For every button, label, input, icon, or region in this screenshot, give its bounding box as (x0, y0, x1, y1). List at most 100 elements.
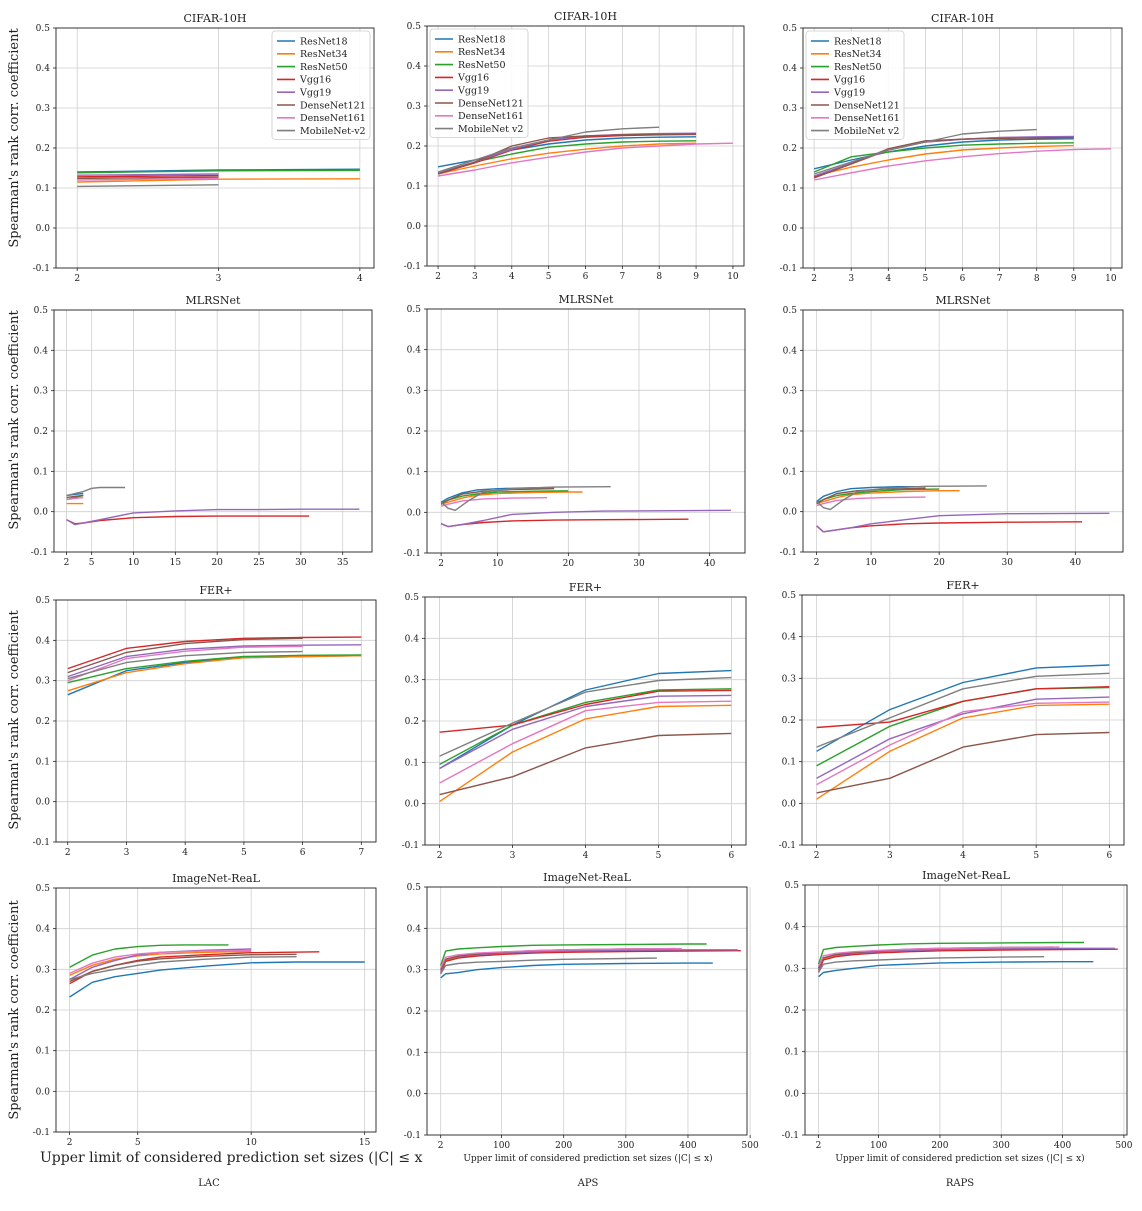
y-tick-label: 0.5 (783, 24, 798, 34)
series-line-resnet50 (439, 688, 732, 766)
y-tick-label: 0.3 (36, 104, 51, 114)
series-line-densenet121 (437, 133, 697, 175)
x-tick-label: 3 (124, 848, 130, 858)
column-caption-raps: RAPS (946, 1178, 974, 1189)
legend-label-resnet34: ResNet34 (834, 49, 882, 60)
y-tick-label: 0.3 (34, 387, 49, 397)
series-line-vgg19 (67, 644, 362, 678)
series-line-densenet161 (439, 700, 732, 784)
y-tick-label: 0.2 (783, 427, 797, 437)
y-tick-label: 0.5 (36, 596, 51, 606)
series-line-densenet161 (817, 946, 1060, 967)
panel-title: CIFAR-10H (931, 12, 994, 25)
x-tick-label: 200 (931, 1141, 948, 1151)
series-line-densenet161 (813, 148, 1111, 181)
x-tick-label: 300 (617, 1141, 634, 1151)
series-line-densenet161 (77, 177, 219, 181)
series-line-resnet34 (816, 703, 1110, 800)
panel-title: FER+ (199, 584, 232, 597)
x-tick-label: 35 (337, 558, 349, 568)
y-tick-label: 0.5 (407, 22, 422, 32)
y-tick-label: 0.1 (785, 1048, 799, 1058)
panel-cifar-10h-aps: 2 3 4 5 6 7 8 9 10 -0.1 0.0 0.1 0.2 0.3 0.4 0.5 CIFAR-10… (404, 10, 745, 282)
panel-title: MLRSNet (936, 294, 992, 307)
y-tick-label: 0.2 (785, 1006, 799, 1016)
x-tick-label: 4 (583, 851, 589, 861)
x-tick-label: 9 (693, 272, 699, 282)
legend-box (429, 28, 529, 138)
x-tick-label: 5 (135, 1138, 141, 1148)
y-tick-label: 0.4 (783, 64, 798, 74)
y-tick-label: 0.5 (36, 24, 51, 34)
column-caption-aps: APS (577, 1178, 599, 1189)
x-tick-label: 2 (438, 1141, 444, 1151)
legend-label-resnet34: ResNet34 (300, 49, 348, 60)
y-tick-label: 0.1 (782, 758, 796, 768)
series-line-mobilenet (77, 184, 219, 188)
y-tick-label: 0.0 (783, 508, 798, 518)
series-line-mobilenet (440, 957, 657, 975)
y-tick-label: -0.1 (33, 838, 50, 848)
y-tick-label: 0.1 (36, 1047, 50, 1057)
x-tick-label: 9 (1071, 274, 1077, 284)
y-tick-label: 0.0 (783, 224, 798, 234)
series-line-vgg19 (69, 948, 252, 981)
series-line-mobilenet (69, 956, 297, 981)
y-tick-label: 0.4 (785, 923, 800, 933)
legend-label-vgg16: Vgg16 (299, 75, 331, 86)
series-line-resnet50 (67, 654, 362, 684)
panel-cifar-10h-lac: 2 3 4 -0.1 0.0 0.1 0.2 0.3 0.4 0.5 CIFAR-10H ResNet… (33, 12, 375, 284)
x-tick-label: 5 (1033, 851, 1039, 861)
legend-label-densenet121: DenseNet121 (458, 98, 524, 109)
legend-label-vgg19: Vgg19 (457, 86, 489, 97)
y-tick-label: 0.4 (782, 633, 797, 643)
series-line-resnet34 (437, 142, 697, 175)
series-line-mobilenet (816, 672, 1110, 748)
x-tick-label: 4 (182, 848, 188, 858)
x-tick-label: 300 (993, 1141, 1010, 1151)
series-line-resnet34 (69, 950, 252, 977)
legend: ResNet18ResNet34ResNet50Vgg16Vgg19DenseN… (271, 30, 371, 140)
x-tick-label: 7 (358, 848, 364, 858)
panel-imagenet-real-aps: 2 100 200 300 400 500 -0.1 0.0 0.1 0.2 0.3 0.4 0.5 Im… (404, 871, 759, 1151)
series-line-resnet50 (440, 943, 707, 966)
series-line-resnet18 (440, 962, 713, 979)
x-tick-label: 5 (656, 851, 662, 861)
series-line-resnet50 (69, 944, 229, 968)
series-line-mobilenet (437, 126, 660, 173)
series-line-resnet18 (69, 961, 365, 998)
y-tick-label: 0.4 (407, 346, 422, 356)
y-tick-label: 0.4 (36, 64, 51, 74)
series-line-densenet161 (67, 645, 303, 682)
x-tick-label: 100 (870, 1141, 887, 1151)
legend: ResNet18ResNet34ResNet50Vgg16Vgg19DenseN… (429, 28, 529, 138)
series-line-mobilenet (440, 486, 611, 511)
y-tick-label: 0.2 (783, 144, 797, 154)
panel-title: MLRSNet (559, 293, 615, 306)
x-tick-label: 2 (74, 274, 80, 284)
y-tick-label: 0.1 (407, 1048, 421, 1058)
y-tick-label: 0.2 (36, 717, 50, 727)
y-tick-label: -0.1 (779, 841, 796, 851)
x-tick-label: 10 (492, 559, 504, 569)
y-tick-label: 0.2 (36, 144, 50, 154)
x-tick-label: 2 (438, 559, 444, 569)
y-tick-label: 0.5 (36, 884, 51, 894)
y-tick-label: 0.5 (783, 306, 798, 316)
y-tick-label: 0.0 (785, 1089, 800, 1099)
legend-box (805, 30, 905, 140)
y-tick-label: 0.4 (36, 925, 51, 935)
x-tick-label: 10 (727, 272, 739, 282)
y-tick-label: 0.0 (407, 508, 422, 518)
panel-title: FER+ (569, 581, 602, 594)
x-tick-label: 30 (633, 559, 645, 569)
x-tick-label: 3 (887, 851, 893, 861)
x-tick-label: 6 (729, 851, 735, 861)
x-tick-label: 3 (216, 274, 222, 284)
series-line-vgg16 (440, 950, 741, 975)
legend-label-vgg19: Vgg19 (833, 88, 865, 99)
legend-label-vgg16: Vgg16 (833, 75, 865, 86)
x-tick-label: 3 (472, 272, 478, 282)
series-line-densenet161 (440, 497, 548, 507)
legend-label-resnet18: ResNet18 (834, 36, 882, 47)
